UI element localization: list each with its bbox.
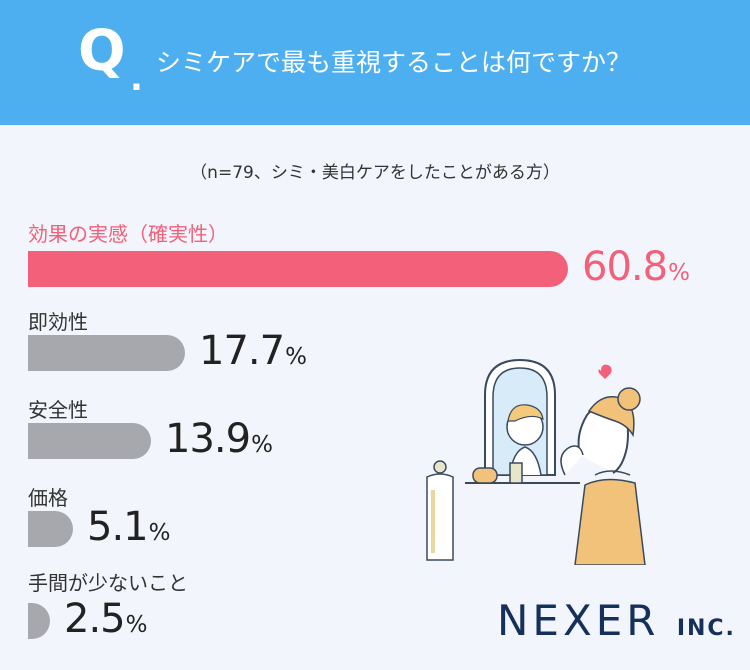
value-unit: % (251, 432, 273, 458)
category-label: 安全性 (28, 398, 88, 422)
category-label: 即効性 (28, 310, 88, 334)
q-mark: Q (78, 19, 126, 84)
header-banner: Q . シミケアで最も重視することは何ですか？ (0, 0, 750, 125)
logo-suffix: INC. (676, 616, 736, 641)
value-number: 17.7 (199, 328, 285, 374)
bar (28, 251, 568, 287)
value-label: 60.8% (582, 247, 690, 287)
q-dot: . (130, 59, 143, 99)
value-unit: % (668, 260, 690, 286)
category-label: 価格 (28, 486, 68, 510)
value-number: 13.9 (165, 416, 251, 462)
nexer-logo: NEXER INC. (497, 600, 736, 642)
value-label: 13.9% (165, 419, 273, 459)
bar (28, 511, 73, 547)
value-label: 17.7% (199, 331, 307, 371)
value-unit: % (125, 612, 148, 638)
question-text: シミケアで最も重視することは何ですか？ (156, 48, 632, 77)
category-label: 効果の実感（確実性） (28, 222, 228, 246)
value-unit: % (285, 344, 307, 370)
value-number: 5.1 (87, 504, 149, 550)
category-label: 手間が少ないこと (28, 571, 188, 595)
bar (28, 423, 151, 459)
logo-name: NEXER (497, 596, 660, 645)
bar (28, 603, 50, 639)
bar (28, 335, 185, 371)
woman-mirror-illustration (426, 358, 646, 565)
value-number: 60.8 (582, 244, 668, 290)
value-label: 5.1% (87, 507, 170, 547)
value-label: 2.5% (64, 599, 147, 639)
sample-note: （n=79、シミ・美白ケアをしたことがある方） (190, 163, 560, 183)
value-number: 2.5 (64, 596, 126, 642)
value-unit: % (148, 520, 171, 546)
